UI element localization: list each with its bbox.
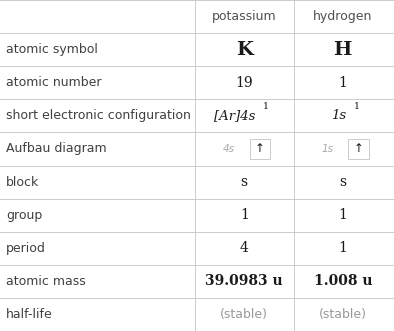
- Text: atomic mass: atomic mass: [6, 275, 85, 288]
- FancyBboxPatch shape: [250, 139, 270, 159]
- FancyBboxPatch shape: [348, 139, 369, 159]
- Text: 39.0983 u: 39.0983 u: [205, 274, 283, 288]
- Text: H: H: [334, 41, 352, 59]
- Text: 1: 1: [240, 208, 249, 222]
- Text: s: s: [339, 175, 346, 189]
- Text: 19: 19: [236, 76, 253, 90]
- Text: s: s: [241, 175, 248, 189]
- Text: ↑: ↑: [353, 142, 364, 156]
- Text: block: block: [6, 175, 39, 189]
- Text: 1: 1: [353, 102, 360, 111]
- Text: group: group: [6, 209, 42, 222]
- Text: 1: 1: [263, 102, 269, 111]
- Text: ↑: ↑: [255, 142, 265, 156]
- Text: half-life: half-life: [6, 308, 53, 321]
- Text: 4: 4: [240, 241, 249, 255]
- Text: atomic number: atomic number: [6, 76, 101, 89]
- Text: period: period: [6, 242, 46, 255]
- Text: (stable): (stable): [319, 308, 367, 321]
- Text: 1s: 1s: [331, 109, 346, 122]
- Text: 4s: 4s: [223, 144, 234, 154]
- Text: K: K: [236, 41, 253, 59]
- Text: Aufbau diagram: Aufbau diagram: [6, 142, 106, 156]
- Text: 1.008 u: 1.008 u: [314, 274, 372, 288]
- Text: 1: 1: [338, 241, 347, 255]
- Text: potassium: potassium: [212, 10, 277, 23]
- Text: hydrogen: hydrogen: [313, 10, 372, 23]
- Text: short electronic configuration: short electronic configuration: [6, 109, 191, 122]
- Text: 1s: 1s: [321, 144, 333, 154]
- Text: (stable): (stable): [220, 308, 268, 321]
- Text: 1: 1: [338, 208, 347, 222]
- Text: 1: 1: [338, 76, 347, 90]
- Text: atomic symbol: atomic symbol: [6, 43, 98, 56]
- Text: [Ar]4s: [Ar]4s: [214, 109, 255, 122]
